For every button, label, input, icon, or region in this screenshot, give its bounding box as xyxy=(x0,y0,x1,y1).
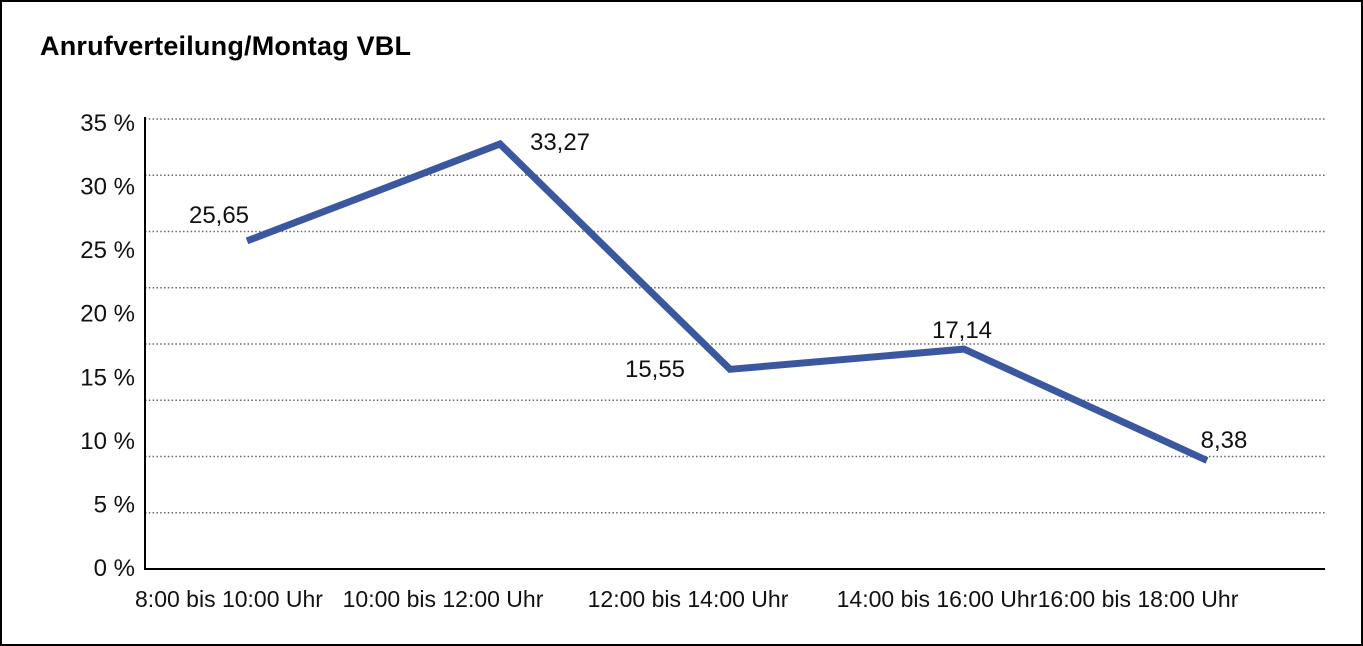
y-tick-label: 25 % xyxy=(80,237,135,264)
data-point-label: 33,27 xyxy=(530,129,590,156)
x-axis-label: 8:00 bis 10:00 Uhr xyxy=(135,586,323,612)
y-tick-label: 20 % xyxy=(80,301,135,328)
x-axis-label: 16:00 bis 18:00 Uhr xyxy=(1038,586,1239,612)
y-tick-label: 10 % xyxy=(80,428,135,455)
data-point-label: 25,65 xyxy=(189,202,249,229)
y-tick-label: 5 % xyxy=(94,491,135,518)
x-axis-label: 12:00 bis 14:00 Uhr xyxy=(588,586,789,612)
y-tick-label: 30 % xyxy=(80,174,135,201)
y-tick-label: 15 % xyxy=(80,364,135,391)
y-tick-label: 0 % xyxy=(94,555,135,582)
data-point-label: 15,55 xyxy=(625,356,685,383)
chart-title: Anrufverteilung/Montag VBL xyxy=(40,31,412,61)
data-point-label: 8,38 xyxy=(1201,427,1248,454)
x-axis-label: 14:00 bis 16:00 Uhr xyxy=(837,586,1038,612)
x-axis-label: 10:00 bis 12:00 Uhr xyxy=(343,586,544,612)
series-line xyxy=(245,139,1209,464)
data-point-label: 17,14 xyxy=(932,317,992,344)
y-tick-label: 35 % xyxy=(80,110,135,137)
